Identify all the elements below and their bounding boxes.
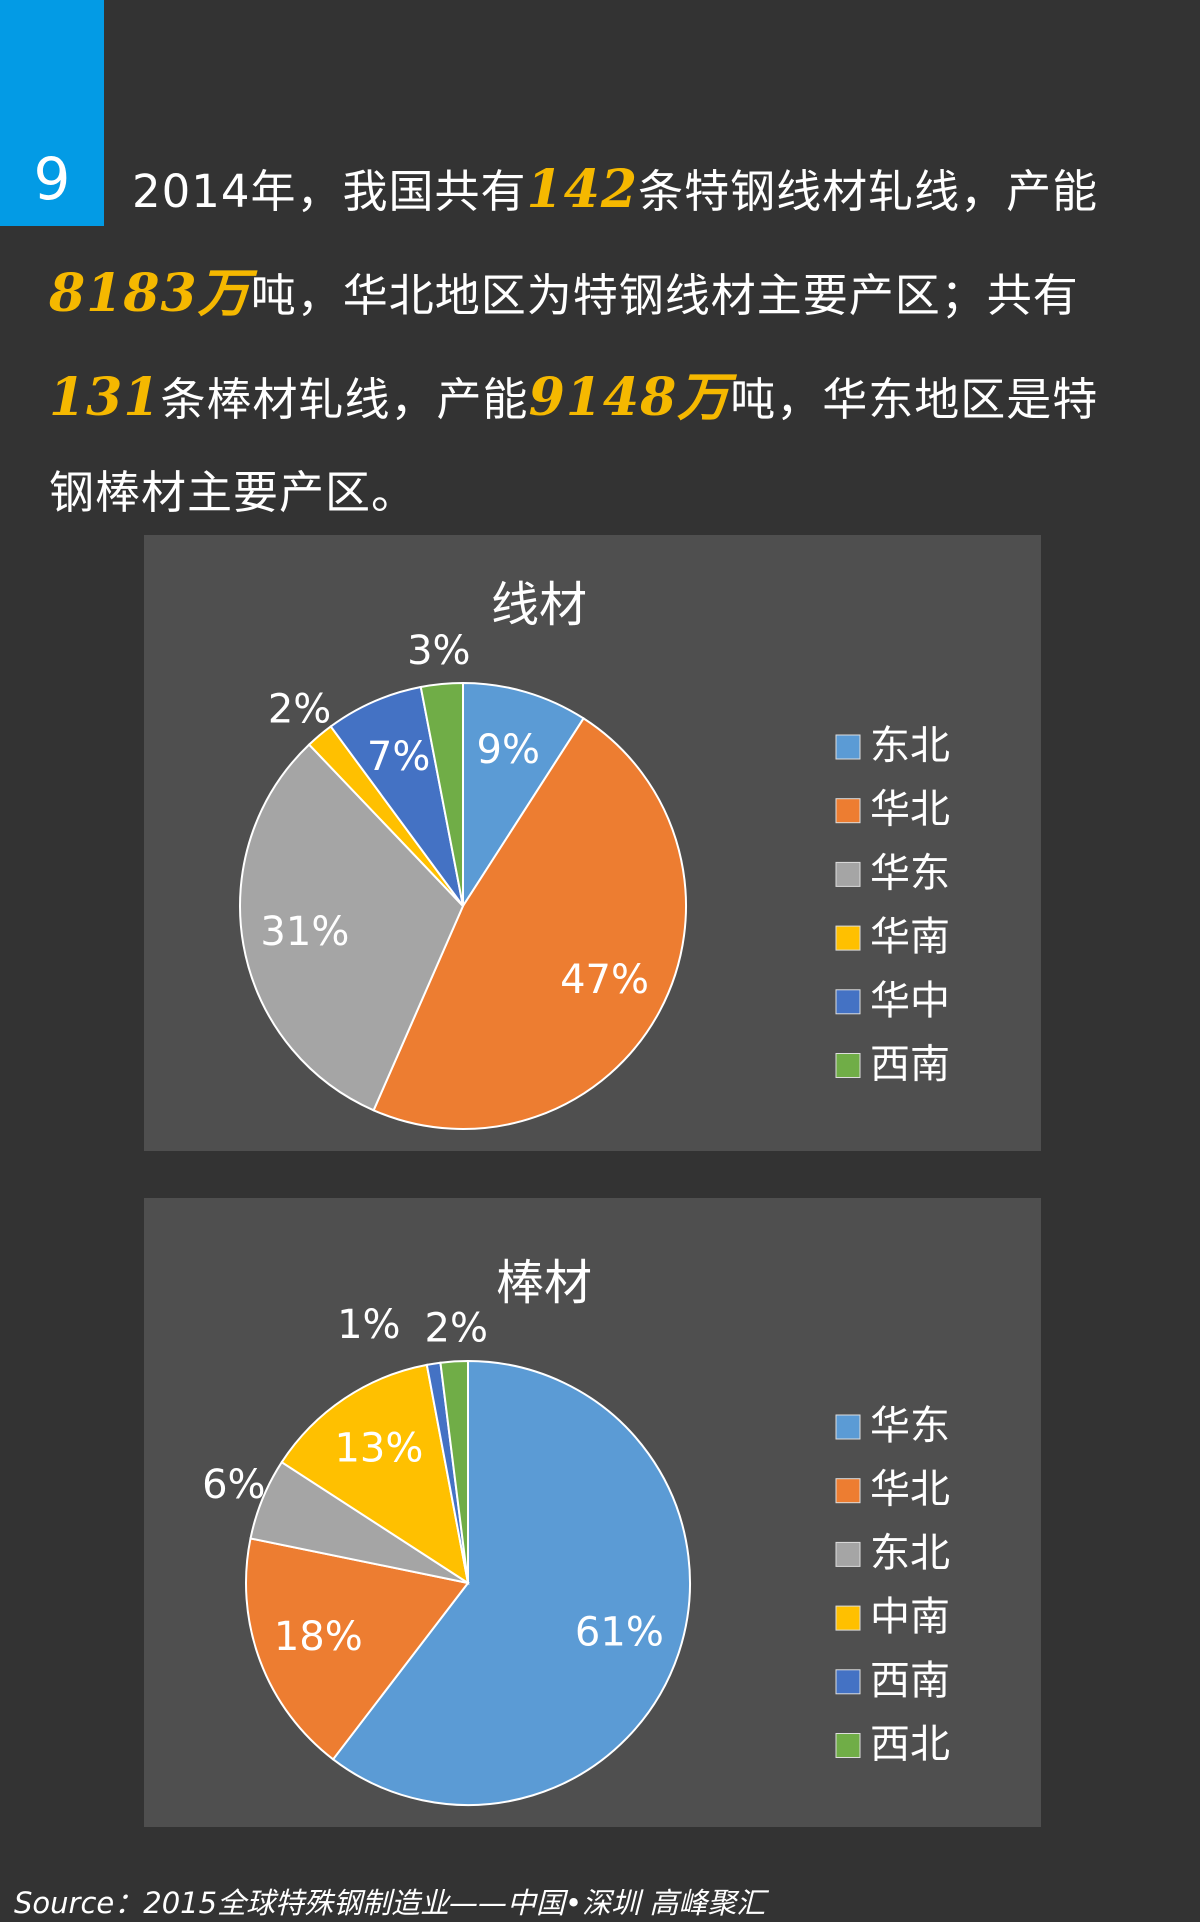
headline-line-1: 2014年，我国共有142条特钢线材轧线，产能 xyxy=(132,160,1098,222)
data-label: 13% xyxy=(334,1425,423,1471)
legend-swatch xyxy=(835,861,861,887)
headline-line-2: 8183万吨，华北地区为特钢线材主要产区；共有 xyxy=(49,264,1079,326)
legend-label: 华北 xyxy=(870,1467,950,1513)
slide-number-badge: 9 xyxy=(0,0,104,226)
highlight-number: 142 xyxy=(526,159,639,220)
legend-label: 西南 xyxy=(870,1042,950,1088)
data-label: 2% xyxy=(425,1305,488,1351)
legend-label: 西北 xyxy=(870,1722,950,1768)
pie-slice-华东 xyxy=(331,1359,691,1806)
chart-title: 线材 xyxy=(491,577,587,633)
data-label: 2% xyxy=(268,686,331,732)
legend-swatch xyxy=(835,1733,861,1758)
pie-slice-西北 xyxy=(439,1359,469,1584)
highlight-number: 8183万 xyxy=(49,263,251,324)
data-label: 6% xyxy=(202,1462,265,1508)
data-label: 1% xyxy=(337,1302,400,1348)
legend-swatch xyxy=(835,1669,861,1695)
data-label: 7% xyxy=(367,734,430,780)
legend-swatch xyxy=(835,1541,861,1567)
legend-swatch xyxy=(835,734,861,760)
pie-slice-华东 xyxy=(239,743,465,1112)
legend-swatch xyxy=(835,989,861,1015)
legend-swatch xyxy=(835,1414,861,1440)
text: 条棒材轧线，产能 xyxy=(160,373,529,426)
chart-title: 棒材 xyxy=(496,1255,592,1311)
data-label: 31% xyxy=(260,909,349,955)
legend-swatch xyxy=(835,798,861,824)
legend-label: 东北 xyxy=(870,1530,950,1576)
pie-slice-华北 xyxy=(245,1537,470,1761)
legend-label: 西南 xyxy=(870,1658,950,1704)
legend-swatch xyxy=(835,1478,861,1504)
highlight-number: 131 xyxy=(49,367,161,428)
headline-line-4: 钢棒材主要产区。 xyxy=(49,466,418,519)
legend-label: 华东 xyxy=(870,1403,950,1449)
text: 2014年，我国共有 xyxy=(132,165,527,218)
data-label: 61% xyxy=(575,1609,664,1655)
legend-label: 华东 xyxy=(870,850,950,896)
pie-slice-华北 xyxy=(372,717,687,1130)
legend-label: 华南 xyxy=(870,914,950,960)
bar-chart-panel: 棒材 61% 18% 6% 13% 1% 2% 华东华北东北中南西南西北 xyxy=(144,1198,1041,1827)
wire-rod-chart-panel: 线材 9% 47% 31% 2% 7% 3% 东北华北华东华南华中西南 xyxy=(144,535,1041,1151)
legend-label: 东北 xyxy=(870,723,950,769)
pie-slice-西南 xyxy=(419,681,464,907)
legend-label: 中南 xyxy=(870,1594,950,1640)
source-note: Source：2015全球特殊钢制造业——中国•深圳 高峰聚汇 xyxy=(14,1886,766,1920)
data-label: 3% xyxy=(407,628,470,674)
text: 吨，华北地区为特钢线材主要产区；共有 xyxy=(250,269,1079,322)
text: 吨，华东地区是特 xyxy=(730,373,1099,426)
pie-slice-东北 xyxy=(462,681,585,910)
legend-swatch xyxy=(835,1605,861,1631)
data-label: 47% xyxy=(560,957,649,1003)
slide-number: 9 xyxy=(33,145,71,213)
data-label: 18% xyxy=(274,1614,363,1660)
legend-swatch xyxy=(835,925,861,951)
headline-line-3: 131条棒材轧线，产能9148万吨，华东地区是特 xyxy=(49,368,1098,430)
text: 条特钢线材轧线，产能 xyxy=(638,165,1099,218)
legend-label: 华北 xyxy=(870,787,950,833)
pie-slice-中南 xyxy=(280,1363,470,1586)
legend-swatch xyxy=(835,1053,861,1078)
highlight-number: 9148万 xyxy=(528,367,731,428)
legend-label: 华中 xyxy=(870,978,950,1024)
data-label: 9% xyxy=(477,727,540,773)
